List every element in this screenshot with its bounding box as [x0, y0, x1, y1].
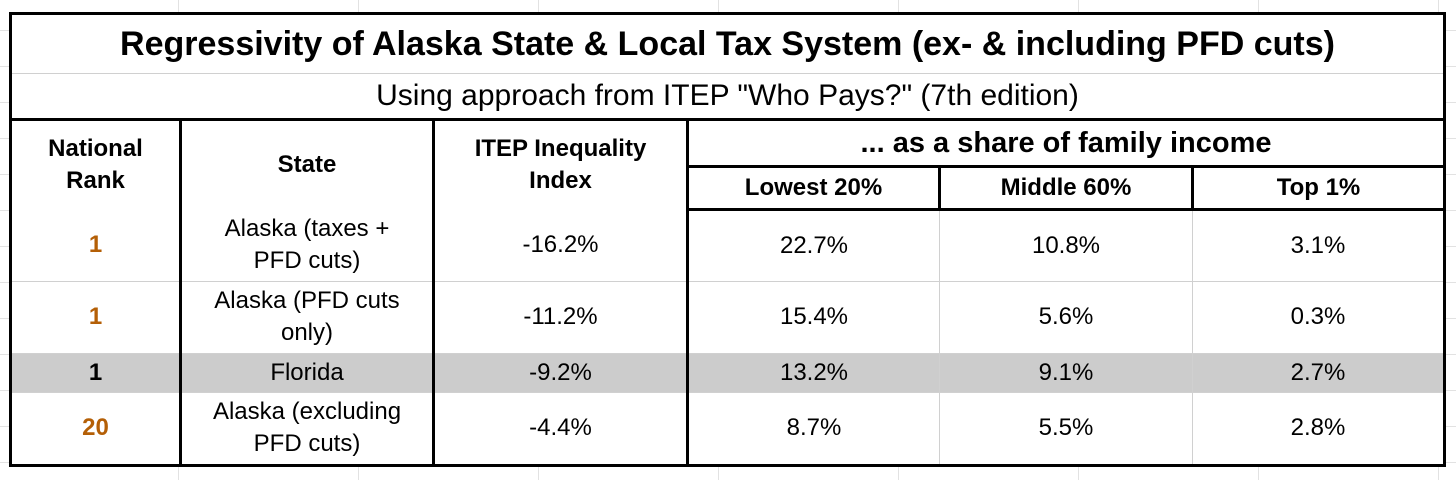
- rank-cell: 1: [10, 281, 182, 354]
- state-name: Florida: [270, 358, 344, 386]
- middle-cell: 9.1%: [939, 353, 1193, 393]
- header-national-rank-label: National Rank: [48, 135, 143, 195]
- top-cell: 2.7%: [1192, 353, 1445, 393]
- lowest-cell: 15.4%: [687, 281, 940, 354]
- header-lowest-20: Lowest 20%: [687, 166, 941, 211]
- header-share-of-income: ... as a share of family income: [687, 119, 1445, 168]
- index-cell: -9.2%: [433, 353, 689, 393]
- header-inequality-index: ITEP Inequality Index: [433, 119, 689, 210]
- state-name: Alaska (taxes + PFD cuts): [224, 215, 390, 274]
- header-state: State: [180, 119, 435, 210]
- state-cell: Alaska (taxes + PFD cuts): [180, 209, 435, 282]
- table-row: 1 Florida -9.2% 13.2% 9.1% 2.7%: [10, 353, 1445, 393]
- header-middle-60: Middle 60%: [939, 166, 1194, 211]
- state-name: Alaska (excluding PFD cuts): [212, 398, 402, 457]
- header-top-1: Top 1%: [1192, 166, 1445, 211]
- top-cell: 2.8%: [1290, 414, 1346, 441]
- lowest-cell: 13.2%: [687, 353, 940, 393]
- middle-cell: 5.5%: [939, 392, 1193, 465]
- index-cell: -11.2%: [433, 281, 689, 354]
- table-subtitle: Using approach from ITEP "Who Pays?" (7t…: [10, 73, 1445, 121]
- rank-cell: 1: [10, 353, 182, 393]
- index-cell: -4.4%: [433, 392, 689, 465]
- table-row: 1 Alaska (PFD cuts only) -11.2% 15.4% 5.…: [10, 281, 1445, 354]
- middle-cell: 10.8%: [939, 209, 1193, 282]
- state-cell: Florida: [180, 353, 435, 393]
- rank-cell: 20: [10, 392, 182, 465]
- lowest-cell: 8.7%: [687, 392, 940, 465]
- index-cell: -16.2%: [433, 209, 689, 282]
- tax-regressivity-table: Regressivity of Alaska State & Local Tax…: [9, 12, 1446, 467]
- top-cell: 0.3%: [1192, 281, 1445, 354]
- state-cell: Alaska (excluding PFD cuts): [180, 392, 435, 465]
- rank-cell: 1: [10, 209, 182, 282]
- lowest-cell: 22.7%: [687, 209, 940, 282]
- header-national-rank: National Rank: [10, 119, 182, 210]
- header-inequality-index-label: ITEP Inequality Index: [474, 135, 647, 195]
- state-name: Alaska (PFD cuts only): [214, 287, 400, 346]
- table-title: Regressivity of Alaska State & Local Tax…: [10, 13, 1445, 74]
- state-cell: Alaska (PFD cuts only): [180, 281, 435, 354]
- middle-cell: 5.6%: [939, 281, 1193, 354]
- table-row: 1 Alaska (taxes + PFD cuts) -16.2% 22.7%…: [10, 209, 1445, 282]
- top-cell: 3.1%: [1192, 209, 1445, 282]
- table-row: 20 Alaska (excluding PFD cuts) -4.4% 8.7…: [10, 392, 1445, 465]
